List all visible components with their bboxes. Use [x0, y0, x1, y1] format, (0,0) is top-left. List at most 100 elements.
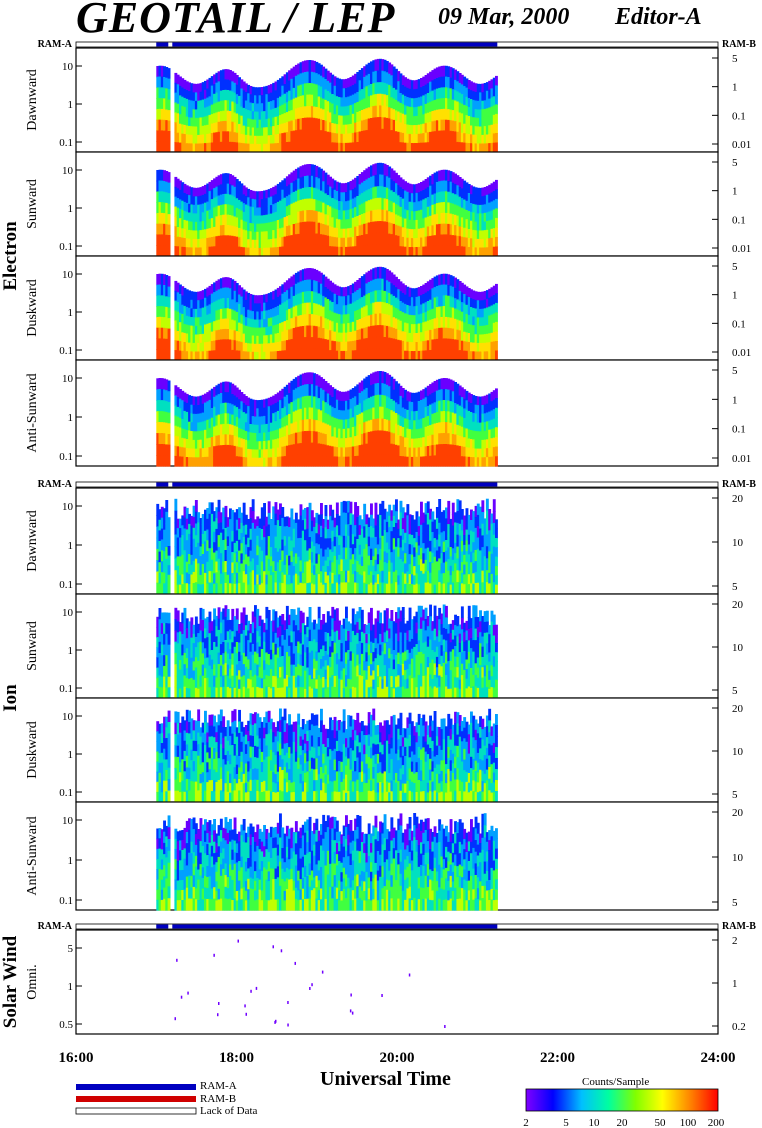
spectrum-cell [160, 108, 164, 121]
spectrum-cell [324, 214, 328, 226]
spectrum-cell [474, 195, 478, 206]
spectrum-cell [188, 333, 191, 344]
spectrum-cell [331, 217, 335, 228]
spectrum-cell [238, 133, 241, 144]
spectrum-cell [313, 187, 316, 200]
spectrum-cell [306, 175, 310, 188]
left-tick-label: 1 [68, 307, 74, 319]
spectrum-cell [165, 213, 169, 225]
spectrum-cell [392, 274, 396, 286]
spectrum-cell [404, 294, 407, 305]
spectrum-cell [174, 350, 178, 361]
spectrum-cell [185, 125, 189, 135]
spectrum-cell [267, 143, 271, 153]
spectrum-cell [472, 238, 476, 248]
spectrum-cell [210, 189, 214, 200]
spectrum-cell [442, 65, 446, 78]
spectrum-cell [294, 272, 298, 285]
spectrum-cell [495, 283, 498, 294]
spectrum-cell [481, 221, 485, 231]
spectrum-cell [422, 341, 426, 352]
spectrum-cell [347, 200, 351, 211]
spectrum-cell [185, 333, 189, 343]
spectrum-cell [447, 202, 451, 214]
spectrum-cell [408, 351, 412, 361]
spectrum-cell [290, 349, 294, 361]
spectrum-cell [190, 126, 194, 136]
spectrum-cell [229, 80, 232, 92]
spectrum-cell [426, 83, 430, 94]
right-tick-label: 0.1 [732, 214, 746, 226]
spectrum-cell [451, 214, 455, 226]
spectrum-cell [495, 94, 498, 105]
spectrum-cell [413, 107, 417, 117]
spectrum-cell [460, 246, 464, 257]
spectrum-cell [183, 342, 187, 352]
spectrum-cell [435, 88, 439, 100]
spectrum-cell [235, 236, 239, 247]
spectrum-cell [158, 169, 162, 182]
spectrum-cell [481, 117, 485, 127]
spectrum-cell [399, 122, 403, 133]
spectrum-cell [242, 143, 246, 153]
spectrum-cell [422, 199, 426, 210]
spectrum-cell [304, 187, 307, 200]
spectrum-cell [226, 90, 230, 101]
spectrum-cell [345, 106, 348, 116]
spectrum-cell [490, 210, 494, 221]
spectrum-cell [294, 97, 298, 110]
spectrum-cell [363, 213, 367, 225]
spectrum-cell [365, 245, 369, 257]
spectrum-cell [345, 332, 348, 343]
spectrum-cell [395, 68, 398, 80]
spectrum-cell [329, 216, 332, 227]
spectrum-cell [395, 287, 398, 299]
spectrum-cell [472, 221, 476, 231]
spectrum-cell [440, 180, 444, 193]
spectrum-cell [476, 134, 480, 144]
spectrum-cell [222, 131, 226, 143]
spectrum-cell [417, 88, 421, 98]
spectrum-cell [374, 198, 378, 211]
spectrum-cell [342, 228, 346, 239]
spectrum-cell [285, 320, 289, 331]
spectrum-cell [356, 206, 360, 217]
spectrum-cell [190, 195, 194, 205]
spectrum-cell [420, 142, 423, 153]
spectrum-cell [342, 210, 346, 221]
spectrum-cell [374, 186, 378, 199]
spectrum-cell [174, 186, 178, 198]
spectrum-cell [335, 304, 339, 315]
spectrum-cell [297, 178, 301, 191]
spectrum-cell [388, 348, 392, 361]
spectrum-cell [342, 183, 346, 193]
spectrum-cell [404, 237, 407, 248]
spectrum-cell [381, 163, 385, 176]
spectrum-cell [192, 83, 196, 93]
spectrum-cell [406, 341, 410, 352]
spectrum-cell [219, 308, 223, 320]
spectrum-cell [158, 349, 162, 361]
spectrum-cell [376, 128, 380, 141]
spectrum-cell [410, 220, 414, 230]
spectrum-cell [188, 247, 191, 257]
spectrum-cell [397, 175, 401, 186]
spectrum-cell [167, 339, 171, 351]
spectrum-cell [351, 104, 355, 115]
spectrum-cell [156, 130, 160, 142]
spectrum-cell [447, 274, 451, 286]
spectrum-cell [247, 292, 251, 302]
spectrum-cell [345, 210, 348, 220]
spectrum-cell [431, 278, 435, 289]
spectrum-cell [224, 141, 228, 153]
spectrum-cell [306, 291, 310, 304]
spectrum-cell [413, 220, 417, 230]
spectrum-cell [395, 141, 398, 153]
spectrum-cell [476, 308, 480, 318]
spectrum-cell [301, 199, 305, 212]
spectrum-cell [451, 339, 455, 351]
spectrum-cell [331, 321, 335, 332]
spectrum-cell [420, 96, 423, 107]
left-tick-label: 1 [68, 99, 74, 111]
spectrum-cell [465, 200, 469, 211]
